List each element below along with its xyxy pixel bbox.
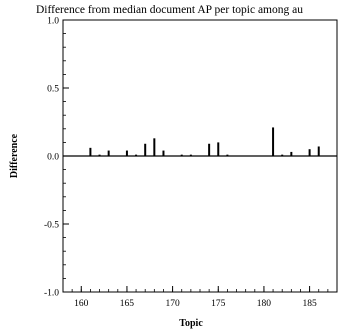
x-tick-label: 165	[120, 299, 135, 309]
chart-title: Difference from median document AP per t…	[36, 4, 303, 16]
y-tick-label: 0.5	[47, 85, 59, 95]
y-tick-label: 1.0	[47, 17, 59, 27]
x-tick-label: 175	[211, 299, 226, 309]
x-tick-label: 160	[74, 299, 89, 309]
x-axis-title: Topic	[179, 318, 203, 329]
x-tick-label: 185	[302, 299, 317, 309]
x-tick-label: 170	[165, 299, 180, 309]
y-axis: -1.0 -0.5 0.0 0.5 1.0	[44, 17, 69, 299]
y-axis-title: Difference	[9, 133, 20, 178]
y-tick-label: -0.5	[44, 221, 59, 231]
x-tick-label: 180	[257, 299, 272, 309]
y-tick-label: -1.0	[44, 289, 59, 299]
x-axis: 160 165 170 175 180 185	[74, 286, 317, 309]
y-tick-label: 0.0	[47, 153, 59, 163]
bars	[89, 127, 320, 156]
